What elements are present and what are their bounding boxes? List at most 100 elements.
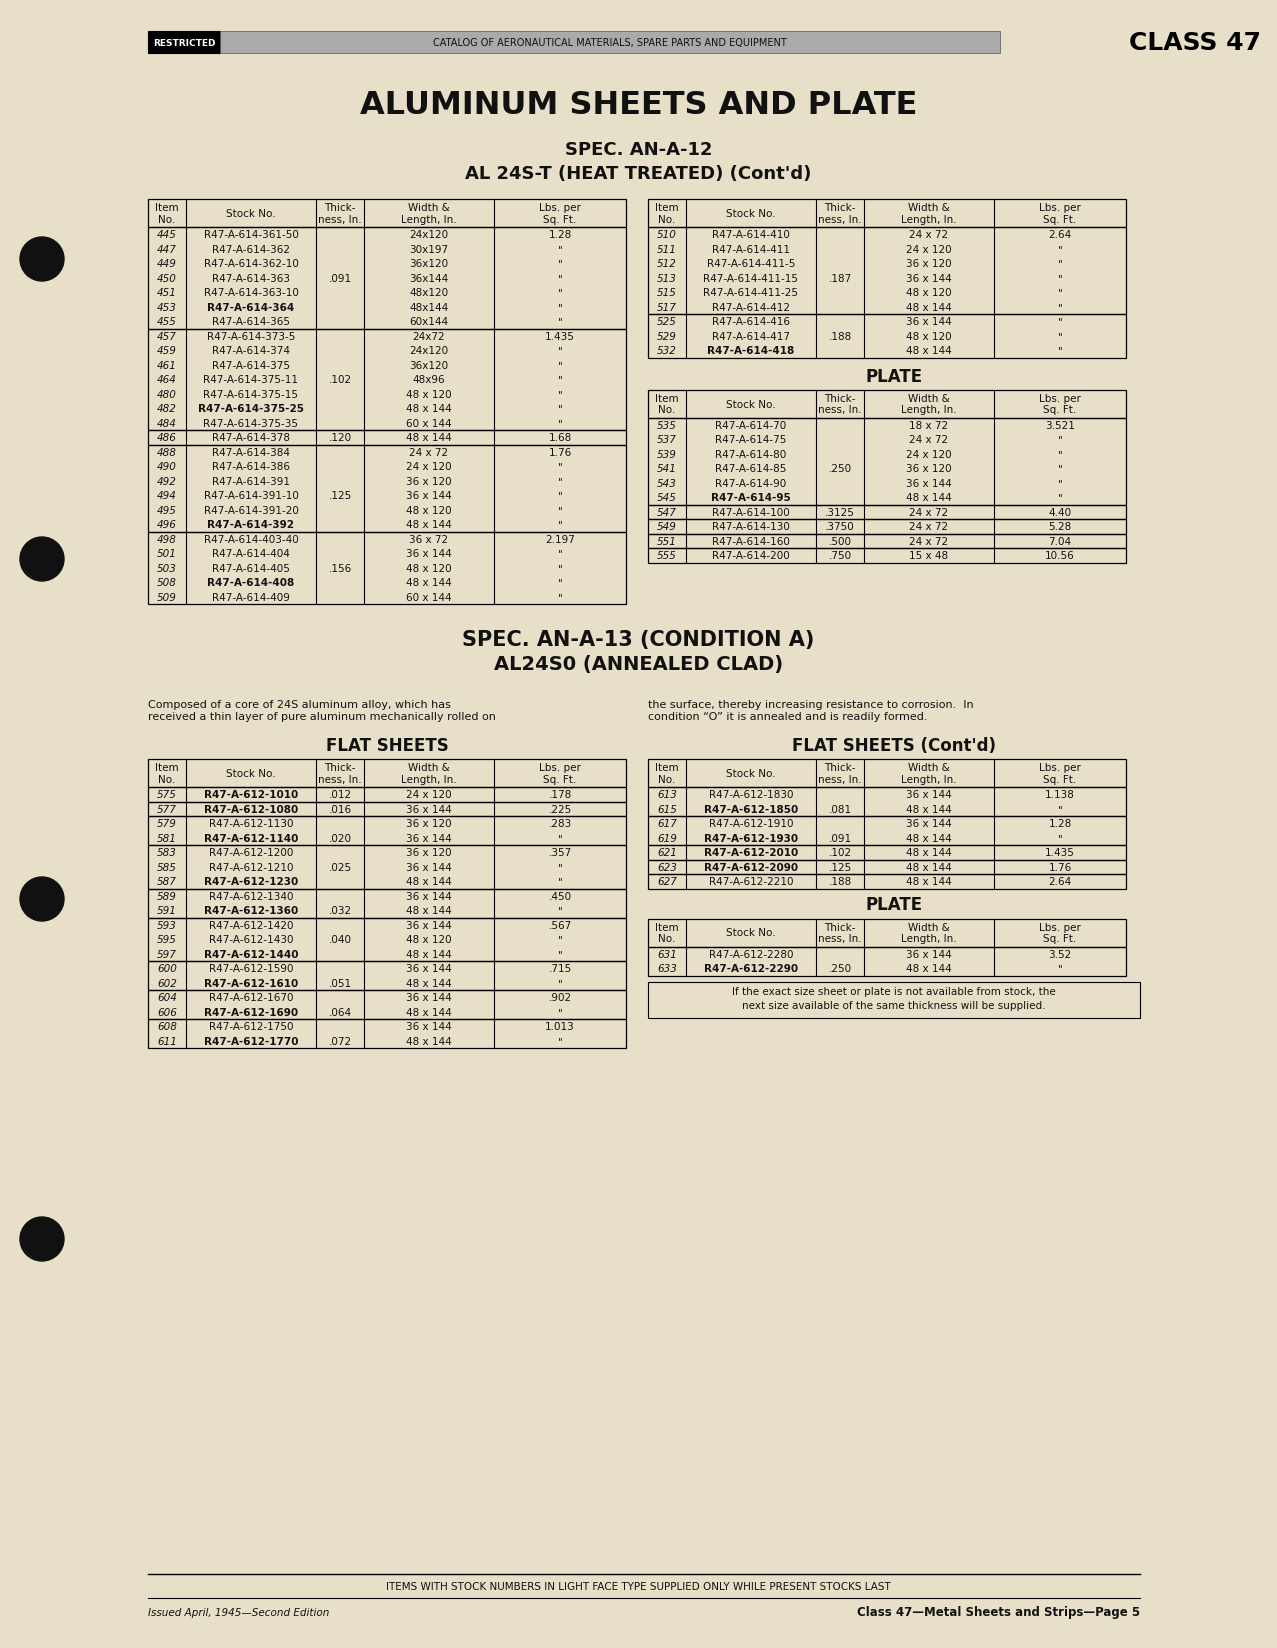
Text: 457: 457 bbox=[157, 331, 178, 341]
Text: R47-A-614-160: R47-A-614-160 bbox=[713, 537, 790, 547]
Text: R47-A-612-1140: R47-A-612-1140 bbox=[204, 834, 299, 844]
Bar bbox=[148, 816, 626, 845]
Text: .012: .012 bbox=[328, 789, 351, 799]
Text: .283: .283 bbox=[548, 819, 572, 829]
Text: 48 x 120: 48 x 120 bbox=[907, 331, 951, 341]
Text: .120: .120 bbox=[328, 433, 351, 443]
Text: 48 x 144: 48 x 144 bbox=[907, 493, 951, 503]
Text: 36 x 144: 36 x 144 bbox=[406, 491, 452, 501]
Text: R47-A-614-378: R47-A-614-378 bbox=[212, 433, 290, 443]
Text: 503: 503 bbox=[157, 564, 178, 574]
Text: R47-A-614-403-40: R47-A-614-403-40 bbox=[203, 534, 299, 544]
Text: R47-A-612-1200: R47-A-612-1200 bbox=[209, 847, 294, 857]
Text: R47-A-614-375-15: R47-A-614-375-15 bbox=[203, 389, 299, 399]
Text: Thick-
ness, In.: Thick- ness, In. bbox=[819, 763, 862, 784]
Text: 36 x 120: 36 x 120 bbox=[406, 476, 452, 486]
Text: 496: 496 bbox=[157, 519, 178, 531]
Text: 545: 545 bbox=[658, 493, 677, 503]
Text: 581: 581 bbox=[157, 834, 178, 844]
Text: ": " bbox=[558, 361, 562, 371]
Text: 587: 587 bbox=[157, 877, 178, 887]
Circle shape bbox=[20, 537, 64, 582]
Text: Lbs. per
Sq. Ft.: Lbs. per Sq. Ft. bbox=[1039, 203, 1080, 224]
Text: 48 x 144: 48 x 144 bbox=[907, 862, 951, 872]
Text: 488: 488 bbox=[157, 448, 178, 458]
Text: 48 x 120: 48 x 120 bbox=[907, 288, 951, 298]
Text: Thick-
ness, In.: Thick- ness, In. bbox=[819, 394, 862, 415]
Text: .102: .102 bbox=[328, 376, 351, 386]
Text: Composed of a core of 24S aluminum alloy, which has
received a thin layer of pur: Composed of a core of 24S aluminum alloy… bbox=[148, 699, 495, 722]
Text: 36x120: 36x120 bbox=[410, 259, 448, 269]
Text: 513: 513 bbox=[658, 274, 677, 283]
Text: 583: 583 bbox=[157, 847, 178, 857]
Text: ": " bbox=[558, 346, 562, 356]
Text: 48 x 144: 48 x 144 bbox=[907, 834, 951, 844]
Text: 604: 604 bbox=[157, 992, 178, 1002]
Text: 577: 577 bbox=[157, 804, 178, 814]
Text: R47-A-612-1930: R47-A-612-1930 bbox=[704, 834, 798, 844]
Text: 459: 459 bbox=[157, 346, 178, 356]
Text: 60 x 144: 60 x 144 bbox=[406, 592, 452, 603]
Text: FLAT SHEETS (Cont'd): FLAT SHEETS (Cont'd) bbox=[792, 737, 996, 755]
Text: .225: .225 bbox=[548, 804, 572, 814]
Text: Item
No.: Item No. bbox=[655, 763, 679, 784]
Text: ": " bbox=[558, 376, 562, 386]
Text: R47-A-614-384: R47-A-614-384 bbox=[212, 448, 290, 458]
Bar bbox=[647, 419, 1126, 506]
Text: R47-A-614-130: R47-A-614-130 bbox=[713, 522, 790, 532]
Text: 511: 511 bbox=[658, 244, 677, 254]
Text: 48 x 144: 48 x 144 bbox=[907, 804, 951, 814]
Text: Item
No.: Item No. bbox=[156, 203, 179, 224]
Text: 551: 551 bbox=[658, 537, 677, 547]
Text: 48 x 144: 48 x 144 bbox=[406, 433, 452, 443]
Text: 3.52: 3.52 bbox=[1048, 949, 1071, 959]
Text: 36 x 144: 36 x 144 bbox=[406, 992, 452, 1002]
Bar bbox=[148, 199, 626, 227]
Text: R47-A-614-411-25: R47-A-614-411-25 bbox=[704, 288, 798, 298]
Text: 24 x 72: 24 x 72 bbox=[909, 508, 949, 517]
Text: R47-A-614-364: R47-A-614-364 bbox=[207, 303, 295, 313]
Text: .040: .040 bbox=[328, 934, 351, 944]
Text: R47-A-612-1690: R47-A-612-1690 bbox=[204, 1007, 298, 1017]
Text: .125: .125 bbox=[829, 862, 852, 872]
Text: ": " bbox=[558, 564, 562, 574]
Bar bbox=[647, 788, 1126, 816]
Text: .025: .025 bbox=[328, 862, 351, 872]
Text: 36 x 120: 36 x 120 bbox=[907, 465, 951, 475]
Text: .500: .500 bbox=[829, 537, 852, 547]
Text: Thick-
ness, In.: Thick- ness, In. bbox=[318, 203, 361, 224]
Text: 48 x 144: 48 x 144 bbox=[406, 519, 452, 531]
Text: .091: .091 bbox=[829, 834, 852, 844]
Text: SPEC. AN-A-13 (CONDITION A): SPEC. AN-A-13 (CONDITION A) bbox=[462, 630, 815, 649]
Text: .750: .750 bbox=[829, 550, 852, 560]
Text: 621: 621 bbox=[658, 847, 677, 857]
Text: 60 x 144: 60 x 144 bbox=[406, 419, 452, 428]
Text: ": " bbox=[558, 506, 562, 516]
Text: .250: .250 bbox=[829, 465, 852, 475]
Bar bbox=[148, 918, 626, 961]
Text: 48 x 144: 48 x 144 bbox=[907, 303, 951, 313]
Text: ": " bbox=[558, 303, 562, 313]
Text: 36 x 120: 36 x 120 bbox=[406, 819, 452, 829]
Text: ": " bbox=[558, 979, 562, 989]
Bar bbox=[148, 532, 626, 605]
Text: ": " bbox=[558, 274, 562, 283]
Text: Thick-
ness, In.: Thick- ness, In. bbox=[819, 203, 862, 224]
Text: 482: 482 bbox=[157, 404, 178, 414]
Text: Stock No.: Stock No. bbox=[226, 209, 276, 219]
Text: 48x144: 48x144 bbox=[410, 303, 448, 313]
Text: R47-A-614-200: R47-A-614-200 bbox=[713, 550, 790, 560]
Text: 585: 585 bbox=[157, 862, 178, 872]
Text: ": " bbox=[558, 549, 562, 559]
Text: 600: 600 bbox=[157, 964, 178, 974]
Text: 36 x 144: 36 x 144 bbox=[406, 920, 452, 929]
Text: R47-A-612-2090: R47-A-612-2090 bbox=[704, 862, 798, 872]
Text: Lbs. per
Sq. Ft.: Lbs. per Sq. Ft. bbox=[1039, 923, 1080, 944]
Text: R47-A-612-1770: R47-A-612-1770 bbox=[204, 1037, 299, 1046]
Text: ALUMINUM SHEETS AND PLATE: ALUMINUM SHEETS AND PLATE bbox=[360, 89, 917, 120]
Text: 517: 517 bbox=[658, 303, 677, 313]
Text: 48x120: 48x120 bbox=[410, 288, 448, 298]
Text: 36 x 120: 36 x 120 bbox=[907, 259, 951, 269]
Text: 60x144: 60x144 bbox=[410, 316, 448, 326]
Bar bbox=[647, 760, 1126, 788]
